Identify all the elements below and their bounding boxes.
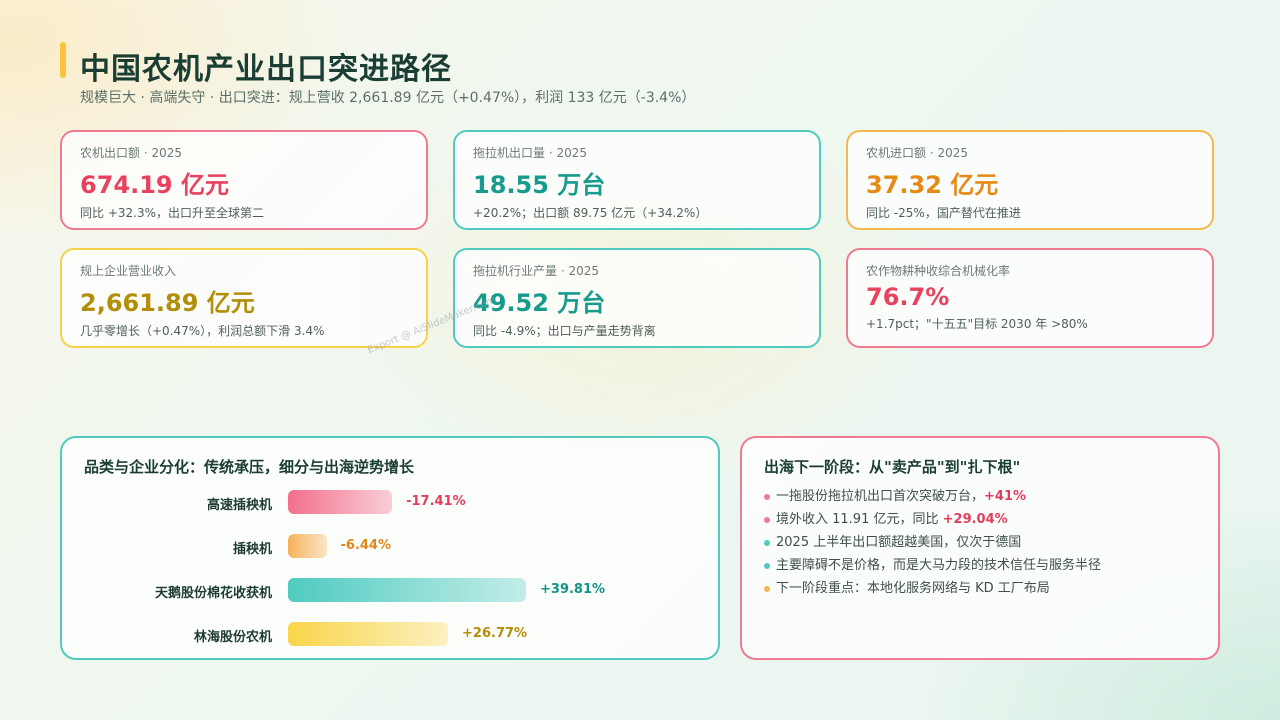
growth-bar [288,490,393,514]
bullet-dot-icon [764,563,770,569]
bullet-dot-icon [764,494,770,500]
bullet-text: 一拖股份拖拉机出口首次突破万台， [776,489,985,504]
growth-bar-value: -6.44% [340,538,392,553]
growth-bar-label: 林海股份农机 [193,630,272,645]
next-stage-bullet: 主要障碍不是价格，而是大马力段的技术信任与服务半径 [764,557,1101,580]
kpi-value: 76.7% [866,283,950,311]
kpi-note: 同比 -25%，国产替代在推进 [866,206,1021,220]
bullet-text: 主要障碍不是价格，而是大马力段的技术信任与服务半径 [776,558,1102,573]
kpi-note: +20.2%；出口额 89.75 亿元（+34.2%） [473,206,708,220]
bullet-highlight: +29.04% [942,512,1008,527]
growth-bar [288,578,526,602]
growth-panel-title: 品类与企业分化：传统承压，细分与出海逆势增长 [84,458,415,476]
bullet-highlight: +41% [984,489,1027,504]
kpi-note: 同比 -4.9%；出口与产量走势背离 [473,324,656,338]
kpi-value: 674.19 亿元 [80,171,229,199]
kpi-label: 拖拉机出口量 · 2025 [473,146,587,160]
kpi-label: 规上企业营业收入 [80,264,177,278]
kpi-card-export-value: 农机出口额 · 2025 674.19 亿元 同比 +32.3%，出口升至全球第… [60,130,428,230]
kpi-note: +1.7pct；"十五五"目标 2030 年 >80% [866,317,1088,331]
growth-bar-value: +39.81% [540,582,606,597]
next-stage-bullet: 2025 上半年出口额超越美国，仅次于德国 [764,534,1101,557]
kpi-card-tractor-output: 拖拉机行业产量 · 2025 49.52 万台 同比 -4.9%；出口与产量走势… [453,248,821,348]
kpi-label: 农机进口额 · 2025 [866,146,968,160]
kpi-note: 几乎零增长（+0.47%），利润总额下滑 3.4% [80,324,325,338]
growth-bar-row: 插秧机 -6.44% [62,534,718,560]
next-stage-bullets: 一拖股份拖拉机出口首次突破万台，+41% 境外收入 11.91 亿元，同比 +29… [764,488,1101,603]
kpi-label: 农作物耕种收综合机械化率 [866,264,1011,278]
page-subtitle: 规模巨大 · 高端失守 · 出口突进：规上营收 2,661.89 亿元（+0.4… [80,90,696,106]
next-stage-bullet: 下一阶段重点：本地化服务网络与 KD 工厂布局 [764,580,1101,603]
growth-bar-row: 高速插秧机 -17.41% [62,490,718,516]
kpi-value: 37.32 亿元 [866,171,999,199]
growth-bar-value: -17.41% [406,494,466,509]
growth-bar-label: 高速插秧机 [206,498,272,513]
kpi-card-tractor-export: 拖拉机出口量 · 2025 18.55 万台 +20.2%；出口额 89.75 … [453,130,821,230]
kpi-label: 拖拉机行业产量 · 2025 [473,264,599,278]
growth-bar-value: +26.77% [462,626,528,641]
bullet-text: 2025 上半年出口额超越美国，仅次于德国 [776,535,1022,550]
growth-bar-row: 天鹅股份棉花收获机 +39.81% [62,578,718,604]
kpi-value: 18.55 万台 [473,171,606,199]
bullet-text: 下一阶段重点：本地化服务网络与 KD 工厂布局 [776,581,1050,596]
next-panel-title: 出海下一阶段：从"卖产品"到"扎下根" [764,458,1021,476]
kpi-value: 49.52 万台 [473,289,606,317]
page-title: 中国农机产业出口突进路径 [80,52,452,87]
growth-bar-label: 插秧机 [232,542,272,557]
bullet-dot-icon [764,586,770,592]
growth-bar [288,622,449,646]
kpi-value: 2,661.89 亿元 [80,289,255,317]
kpi-card-revenue: 规上企业营业收入 2,661.89 亿元 几乎零增长（+0.47%），利润总额下… [60,248,428,348]
bullet-text: 境外收入 11.91 亿元，同比 [776,512,943,527]
bullet-dot-icon [764,540,770,546]
growth-bar-row: 林海股份农机 +26.77% [62,622,718,648]
next-stage-bullet: 境外收入 11.91 亿元，同比 +29.04% [764,511,1101,534]
bullet-dot-icon [764,517,770,523]
kpi-label: 农机出口额 · 2025 [80,146,182,160]
next-stage-bullet: 一拖股份拖拉机出口首次突破万台，+41% [764,488,1101,511]
next-stage-panel: 出海下一阶段：从"卖产品"到"扎下根" 一拖股份拖拉机出口首次突破万台，+41%… [740,436,1220,660]
growth-divergence-panel: 品类与企业分化：传统承压，细分与出海逆势增长 高速插秧机 -17.41% 插秧机 -6… [60,436,720,660]
title-accent-bar [60,42,66,78]
kpi-card-import-value: 农机进口额 · 2025 37.32 亿元 同比 -25%，国产替代在推进 [846,130,1214,230]
kpi-card-mechanization-rate: 农作物耕种收综合机械化率 76.7% +1.7pct；"十五五"目标 2030 … [846,248,1214,348]
kpi-note: 同比 +32.3%，出口升至全球第二 [80,206,264,220]
growth-bar [288,534,327,558]
growth-bar-label: 天鹅股份棉花收获机 [154,586,272,601]
